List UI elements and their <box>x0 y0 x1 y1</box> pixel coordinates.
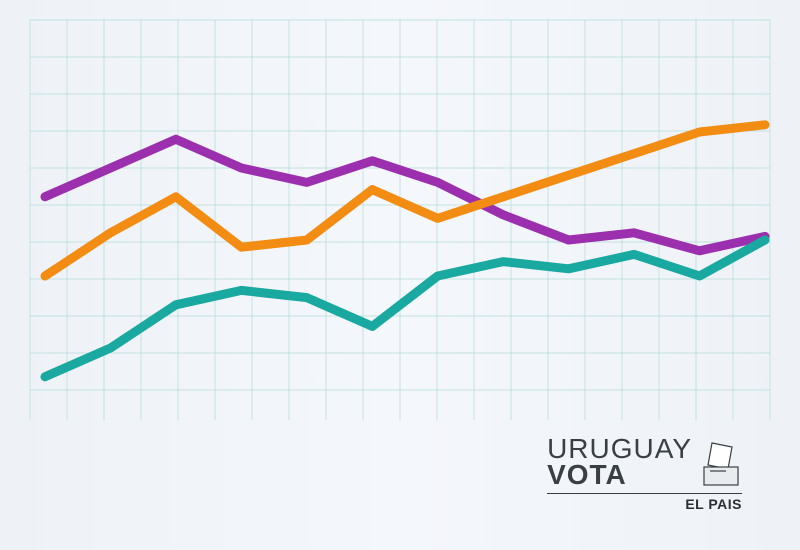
badge-subtitle: EL PAIS <box>547 493 742 512</box>
series-purple <box>45 139 765 251</box>
ballot-box-icon <box>702 441 742 489</box>
series-teal <box>45 240 765 377</box>
brand-badge: URUGUAY VOTA EL PAIS <box>547 436 742 512</box>
badge-title-line1: URUGUAY <box>547 436 692 463</box>
badge-title-line2: VOTA <box>547 462 692 489</box>
